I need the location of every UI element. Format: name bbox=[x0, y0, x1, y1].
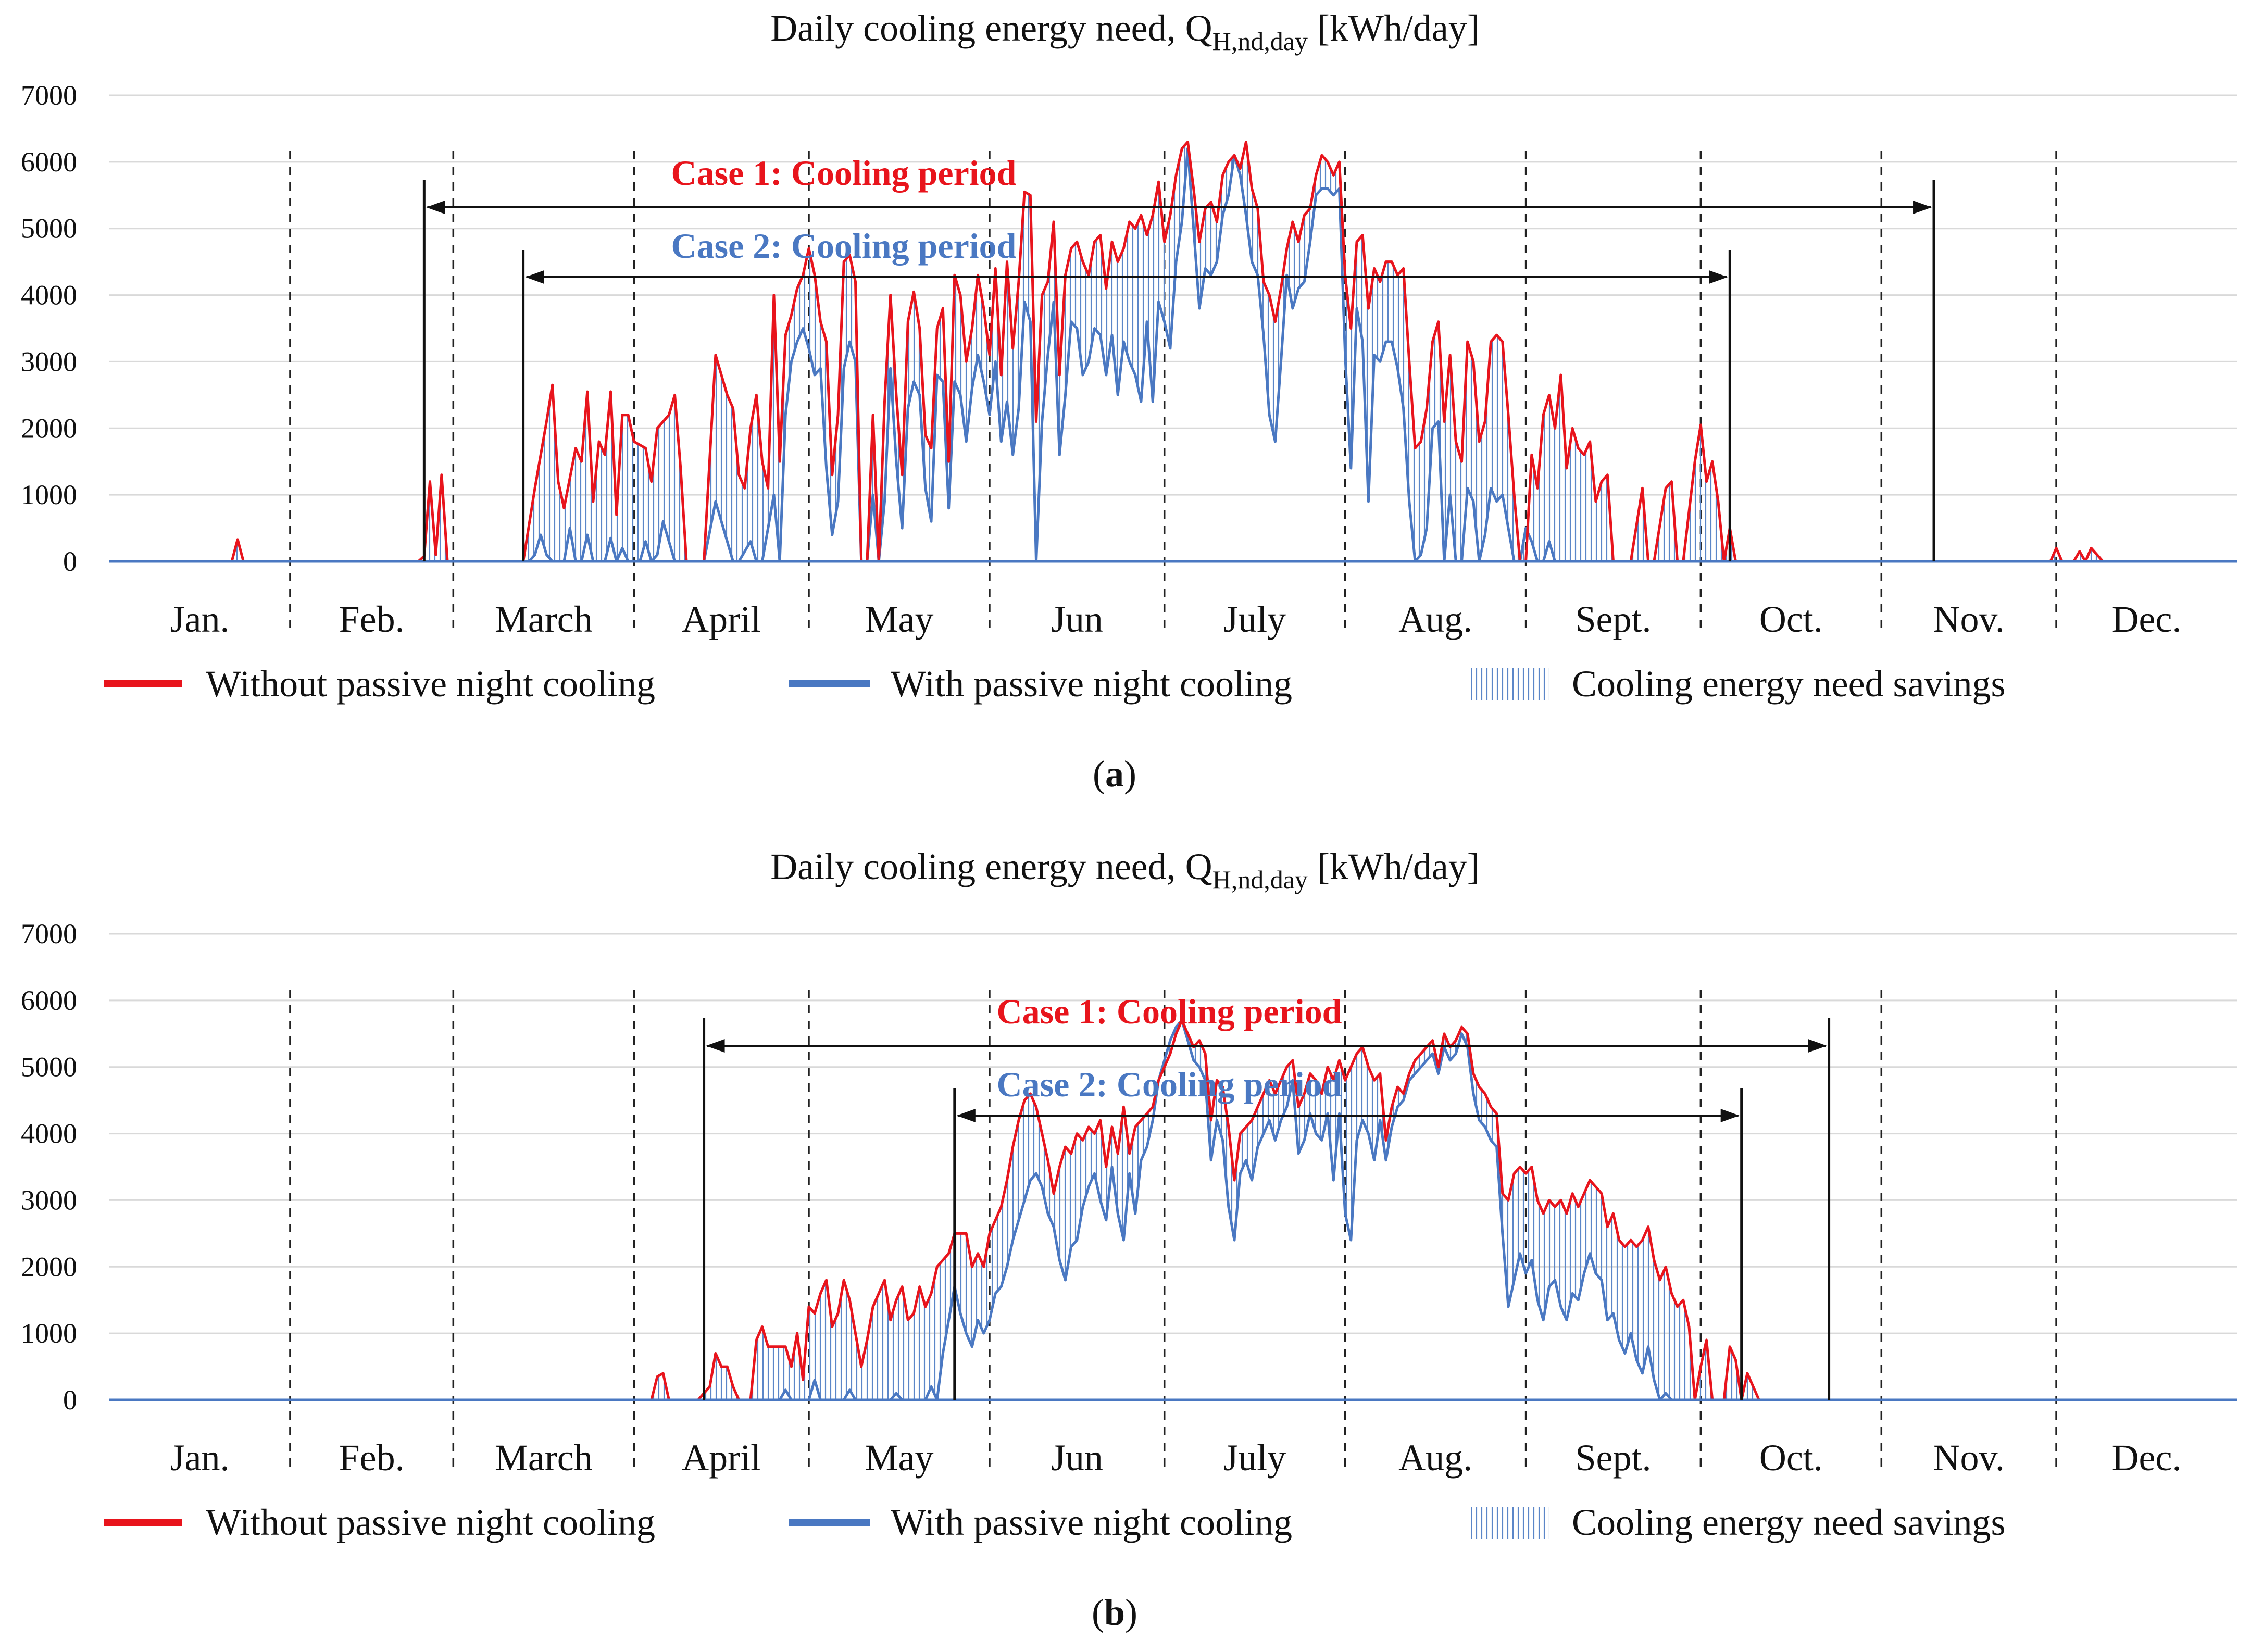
legend-label-with: With passive night cooling bbox=[891, 1501, 1292, 1543]
series-line-without bbox=[109, 1019, 2237, 1401]
chart-panel-a: Daily cooling energy need, QH,nd,day [kWh… bbox=[21, 7, 2237, 795]
y-tick-label: 1000 bbox=[21, 479, 77, 510]
y-tick-label: 5000 bbox=[21, 1052, 77, 1083]
month-label: Feb. bbox=[339, 1437, 405, 1479]
month-label: Aug. bbox=[1398, 1437, 1472, 1479]
month-label: Sept. bbox=[1575, 1437, 1651, 1479]
period-arrow-right bbox=[1709, 270, 1728, 284]
y-tick-label: 4000 bbox=[21, 280, 77, 311]
month-label: May bbox=[865, 598, 933, 640]
month-label: Nov. bbox=[1933, 1437, 2005, 1479]
y-tick-label: 3000 bbox=[21, 346, 77, 377]
y-tick-label: 7000 bbox=[21, 918, 77, 949]
month-label: Jan. bbox=[170, 598, 229, 640]
legend-label-with: With passive night cooling bbox=[891, 663, 1292, 705]
y-tick-label: 1000 bbox=[21, 1318, 77, 1349]
y-tick-label: 0 bbox=[63, 1384, 77, 1416]
month-label: Oct. bbox=[1759, 598, 1823, 640]
legend-a: Without passive night cooling With passi… bbox=[104, 663, 2006, 705]
y-tick-label: 7000 bbox=[21, 80, 77, 111]
period-arrow-right bbox=[1913, 201, 1932, 214]
y-tick-label: 2000 bbox=[21, 412, 77, 444]
month-label: March bbox=[495, 1437, 593, 1479]
series-line-without bbox=[109, 141, 2237, 563]
cooling-period-label: Case 1: Cooling period bbox=[671, 153, 1017, 193]
month-label: Oct. bbox=[1759, 1437, 1823, 1479]
month-label: July bbox=[1223, 598, 1286, 640]
cooling-period-label: Case 2: Cooling period bbox=[997, 1065, 1342, 1104]
legend-swatch-savings bbox=[1471, 1507, 1549, 1539]
period-arrow-left bbox=[525, 270, 544, 284]
month-label: Nov. bbox=[1933, 598, 2005, 640]
y-tick-label: 5000 bbox=[21, 213, 77, 244]
month-label: Jan. bbox=[170, 1437, 229, 1479]
y-tick-label: 4000 bbox=[21, 1118, 77, 1149]
month-label: Dec. bbox=[2112, 1437, 2182, 1479]
period-arrow-left bbox=[706, 1039, 725, 1053]
savings-area bbox=[109, 142, 2237, 561]
period-arrow-right bbox=[1720, 1109, 1740, 1122]
month-label: July bbox=[1223, 1437, 1286, 1479]
month-label: Jun bbox=[1051, 598, 1103, 640]
chart-title-b: Daily cooling energy need, QH,nd,day [kWh… bbox=[770, 846, 1480, 894]
panel-label-b: (b) bbox=[1092, 1592, 1138, 1633]
period-arrow-left bbox=[426, 201, 445, 214]
month-label: Aug. bbox=[1398, 598, 1472, 640]
legend-label-savings: Cooling energy need savings bbox=[1572, 1501, 2006, 1543]
month-label: May bbox=[865, 1437, 933, 1479]
y-tick-label: 2000 bbox=[21, 1251, 77, 1282]
y-tick-label: 3000 bbox=[21, 1184, 77, 1216]
month-label: April bbox=[682, 598, 761, 640]
y-tick-label: 6000 bbox=[21, 985, 77, 1016]
legend-swatch-savings bbox=[1471, 668, 1549, 700]
cooling-period-label: Case 2: Cooling period bbox=[671, 226, 1017, 266]
cooling-period-label: Case 1: Cooling period bbox=[997, 992, 1342, 1031]
month-label: Feb. bbox=[339, 598, 405, 640]
y-tick-label: 6000 bbox=[21, 146, 77, 178]
chart-title-a: Daily cooling energy need, QH,nd,day [kWh… bbox=[770, 7, 1480, 56]
series-line-with bbox=[109, 147, 2237, 563]
month-label: Dec. bbox=[2112, 598, 2182, 640]
legend-label-savings: Cooling energy need savings bbox=[1572, 663, 2006, 705]
legend-b: Without passive night cooling With passi… bbox=[104, 1501, 2006, 1543]
month-label: April bbox=[682, 1437, 761, 1479]
month-label: March bbox=[495, 598, 593, 640]
legend-label-without: Without passive night cooling bbox=[206, 1501, 655, 1543]
month-label: Sept. bbox=[1575, 598, 1651, 640]
month-label: Jun bbox=[1051, 1437, 1103, 1479]
legend-label-without: Without passive night cooling bbox=[206, 663, 655, 705]
period-arrow-right bbox=[1808, 1039, 1827, 1053]
chart-panel-b: Daily cooling energy need, QH,nd,day [kWh… bbox=[21, 846, 2237, 1633]
period-arrow-left bbox=[956, 1109, 976, 1122]
series-line-with bbox=[109, 1019, 2237, 1401]
y-tick-label: 0 bbox=[63, 546, 77, 577]
panel-label-a: (a) bbox=[1093, 753, 1136, 795]
